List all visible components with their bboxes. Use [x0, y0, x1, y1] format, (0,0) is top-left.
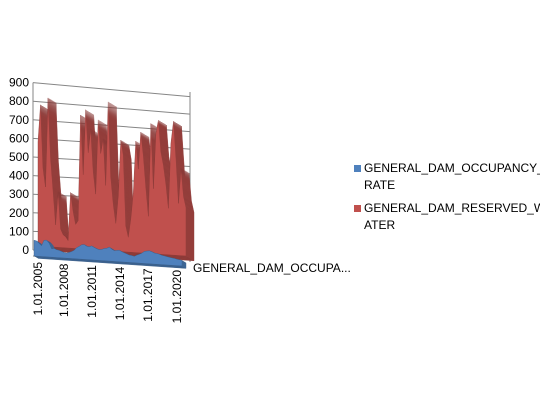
legend: GENERAL_DAM_OCCUPANCY_ RATE GENERAL_DAM_RE… [354, 161, 540, 232]
area-series-general-dam-reserved-water [37, 97, 187, 257]
x-tick-label: 1.01.2011 [85, 265, 99, 318]
legend-swatch [354, 165, 361, 172]
y-tick-label: 500 [9, 150, 29, 164]
x-tick-label: 1.01.2008 [57, 263, 71, 317]
legend-entry: GENERAL_DAM_OCCUPANCY_ [364, 161, 540, 175]
y-tick-label: 0 [22, 243, 29, 257]
x-tick-label: 1.01.2014 [113, 266, 127, 320]
y-tick-label: 600 [9, 131, 29, 145]
x-axis-ticks: 1.01.2005 1.01.2008 1.01.2011 1.01.2014 1.01… [31, 262, 184, 324]
y-tick-label: 300 [9, 187, 29, 201]
y-tick-label: 700 [9, 113, 29, 127]
y-tick-label: 200 [9, 206, 29, 220]
x-tick-label: 1.01.2020 [170, 270, 184, 324]
x-tick-label: 1.01.2017 [141, 268, 155, 322]
legend-entry: ATER [364, 218, 395, 232]
y-tick-label: 400 [9, 169, 29, 183]
depth-axis-label: GENERAL_DAM_OCCUPA... [193, 261, 351, 275]
legend-entry: GENERAL_DAM_RESERVED_W [364, 201, 540, 215]
legend-swatch [354, 205, 361, 212]
plot-area [33, 97, 195, 269]
area-series-general-dam-occupancy-rate [33, 239, 183, 267]
gridline [32, 82, 191, 98]
legend-entry: RATE [364, 178, 395, 192]
y-tick-label: 900 [9, 76, 29, 90]
y-tick-label: 800 [9, 94, 29, 108]
x-tick-label: 1.01.2005 [31, 262, 45, 316]
y-tick-label: 100 [9, 224, 29, 238]
y-axis-ticks: 0 100 200 300 400 500 600 700 800 900 [9, 76, 29, 257]
